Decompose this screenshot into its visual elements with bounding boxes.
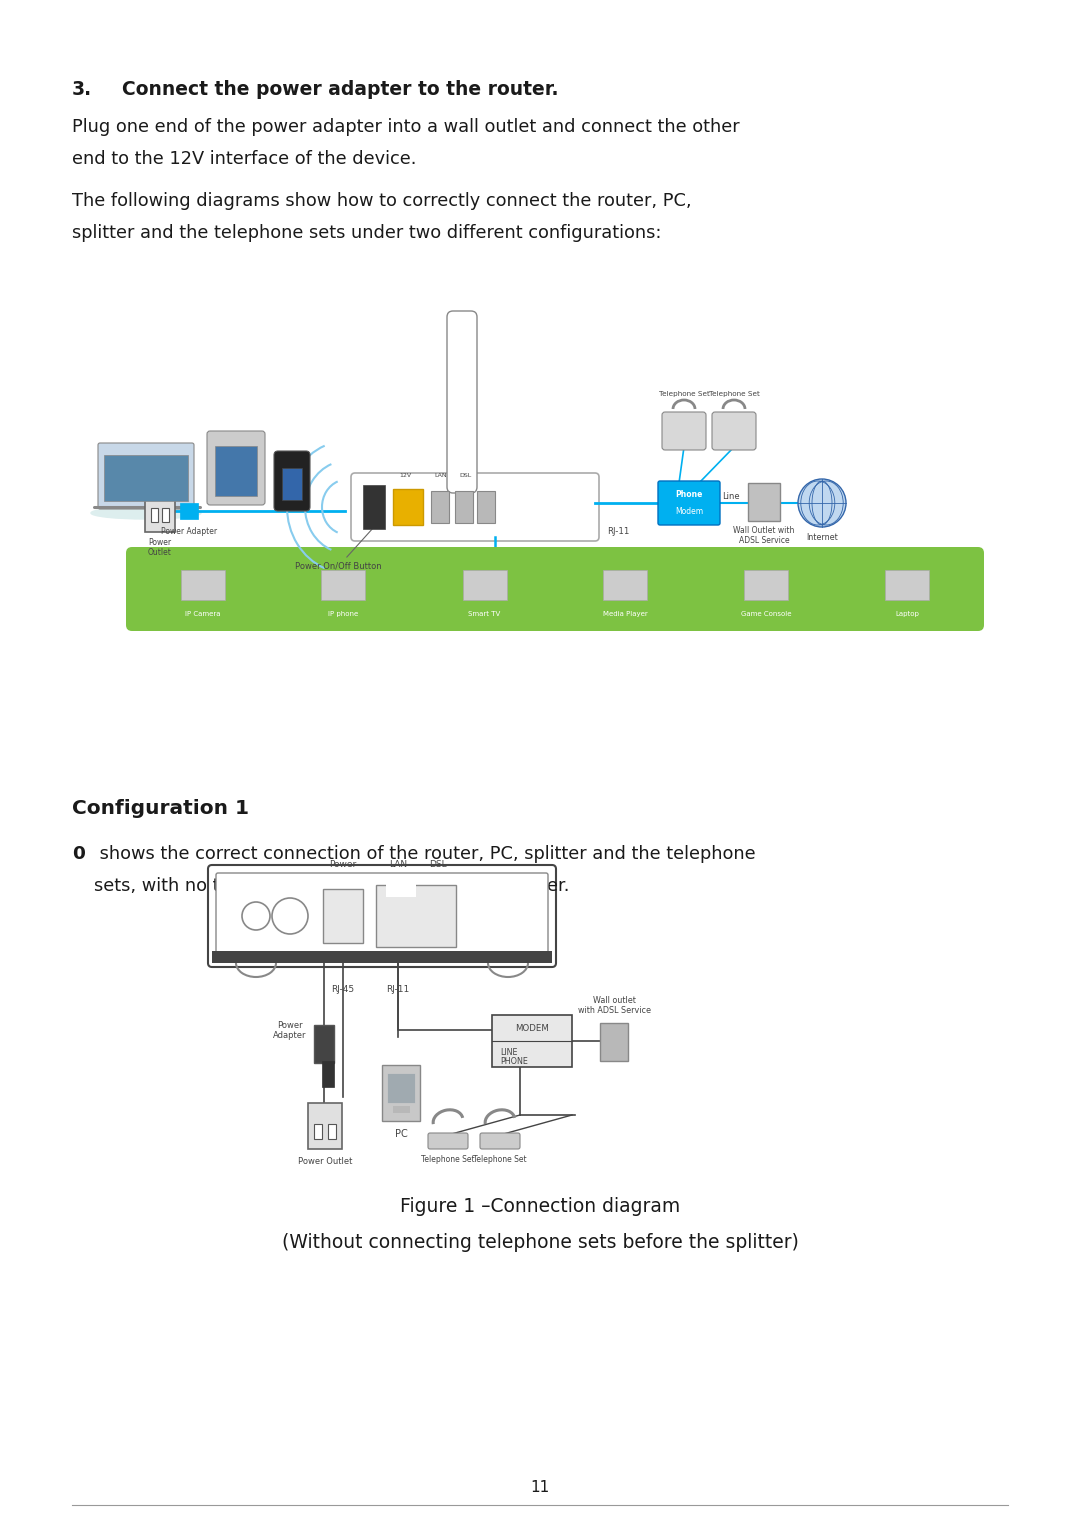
Circle shape (272, 898, 308, 935)
Text: Power Outlet: Power Outlet (298, 1157, 352, 1167)
Text: LINE: LINE (500, 1048, 517, 1057)
Bar (477, 492, 495, 524)
Bar (431, 492, 449, 524)
FancyBboxPatch shape (208, 864, 556, 967)
Text: Telephone Set: Telephone Set (421, 1154, 475, 1164)
Text: Internet: Internet (806, 533, 838, 542)
FancyBboxPatch shape (480, 1133, 519, 1148)
Ellipse shape (91, 507, 201, 519)
Bar (282, 467, 302, 499)
Text: Telephone Set: Telephone Set (473, 1154, 527, 1164)
Bar (323, 889, 363, 944)
Bar (492, 1015, 572, 1067)
Text: RJ-11: RJ-11 (607, 527, 630, 536)
Text: 3.: 3. (72, 79, 92, 99)
FancyBboxPatch shape (662, 412, 706, 450)
Bar (215, 446, 257, 496)
Bar (455, 492, 473, 524)
Bar (748, 483, 780, 521)
Bar (604, 570, 648, 600)
Text: Wall Outlet with
ADSL Service: Wall Outlet with ADSL Service (733, 525, 795, 545)
Text: Smart TV: Smart TV (469, 611, 501, 617)
FancyBboxPatch shape (658, 481, 720, 525)
Text: Telephone Set: Telephone Set (659, 391, 710, 397)
Text: Phone: Phone (675, 490, 703, 499)
Bar (600, 1023, 627, 1061)
Text: 0: 0 (72, 844, 85, 863)
Text: Power
Outlet: Power Outlet (148, 538, 172, 557)
Text: MODEM: MODEM (515, 1025, 549, 1034)
Bar (180, 502, 198, 519)
Text: Telephone Set: Telephone Set (708, 391, 759, 397)
Bar (392, 1106, 410, 1113)
Text: PHONE: PHONE (500, 1057, 528, 1066)
FancyBboxPatch shape (428, 1133, 468, 1148)
Text: PC: PC (394, 1128, 407, 1139)
Bar (322, 570, 365, 600)
Text: Modem: Modem (675, 507, 703, 516)
Text: Power On/Off Button: Power On/Off Button (295, 528, 381, 571)
Text: shows the correct connection of the router, PC, splitter and the telephone: shows the correct connection of the rout… (94, 844, 756, 863)
Bar (180, 570, 225, 600)
FancyBboxPatch shape (126, 547, 984, 631)
Text: 12V: 12V (399, 473, 411, 478)
Text: Configuration 1: Configuration 1 (72, 799, 249, 818)
Bar (462, 570, 507, 600)
Text: Plug one end of the power adapter into a wall outlet and connect the other: Plug one end of the power adapter into a… (72, 118, 740, 136)
Bar (886, 570, 930, 600)
Text: RJ-45: RJ-45 (332, 985, 354, 994)
Text: sets, with no telephone set placed before the splitter.: sets, with no telephone set placed befor… (94, 876, 569, 895)
Text: (Without connecting telephone sets before the splitter): (Without connecting telephone sets befor… (282, 1232, 798, 1252)
Bar (382, 1064, 420, 1121)
FancyBboxPatch shape (447, 312, 477, 493)
Bar (314, 1124, 322, 1139)
Bar (387, 1073, 415, 1102)
Bar (393, 489, 423, 525)
Text: Wall outlet
with ADSL Service: Wall outlet with ADSL Service (578, 996, 650, 1015)
FancyBboxPatch shape (98, 443, 194, 508)
Text: end to the 12V interface of the device.: end to the 12V interface of the device. (72, 150, 417, 168)
Text: DSL: DSL (429, 860, 447, 869)
Text: Connect the power adapter to the router.: Connect the power adapter to the router. (122, 79, 558, 99)
Text: Power
Adapter: Power Adapter (273, 1022, 307, 1040)
Bar (744, 570, 788, 600)
Bar (376, 886, 456, 947)
Bar (104, 455, 188, 501)
Text: RJ-11: RJ-11 (387, 985, 409, 994)
Bar (386, 875, 416, 896)
Bar (328, 1124, 336, 1139)
Bar (145, 490, 175, 531)
Text: Media Player: Media Player (603, 611, 648, 617)
Bar (308, 1102, 342, 1148)
FancyBboxPatch shape (351, 473, 599, 541)
Text: LAN: LAN (389, 860, 407, 869)
FancyBboxPatch shape (216, 873, 548, 959)
Text: Game Console: Game Console (741, 611, 792, 617)
Text: DSL: DSL (459, 473, 471, 478)
Text: The following diagrams show how to correctly connect the router, PC,: The following diagrams show how to corre… (72, 192, 691, 211)
Bar (322, 1061, 334, 1087)
Bar (151, 508, 158, 522)
Circle shape (798, 479, 846, 527)
Bar (363, 486, 384, 528)
Text: Power: Power (329, 860, 356, 869)
Text: Figure 1 –Connection diagram: Figure 1 –Connection diagram (400, 1197, 680, 1215)
Text: Line: Line (723, 493, 740, 501)
Text: Laptop: Laptop (895, 611, 919, 617)
Bar (314, 1025, 334, 1063)
Text: 11: 11 (530, 1480, 550, 1495)
Text: splitter and the telephone sets under two different configurations:: splitter and the telephone sets under tw… (72, 224, 661, 241)
Text: Power Adapter: Power Adapter (161, 527, 217, 536)
Bar (212, 951, 552, 964)
Bar (162, 508, 168, 522)
Text: LAN: LAN (434, 473, 447, 478)
Circle shape (242, 902, 270, 930)
Text: IP phone: IP phone (328, 611, 359, 617)
FancyBboxPatch shape (712, 412, 756, 450)
FancyBboxPatch shape (207, 431, 265, 505)
Text: IP Camera: IP Camera (185, 611, 220, 617)
FancyBboxPatch shape (274, 450, 310, 512)
